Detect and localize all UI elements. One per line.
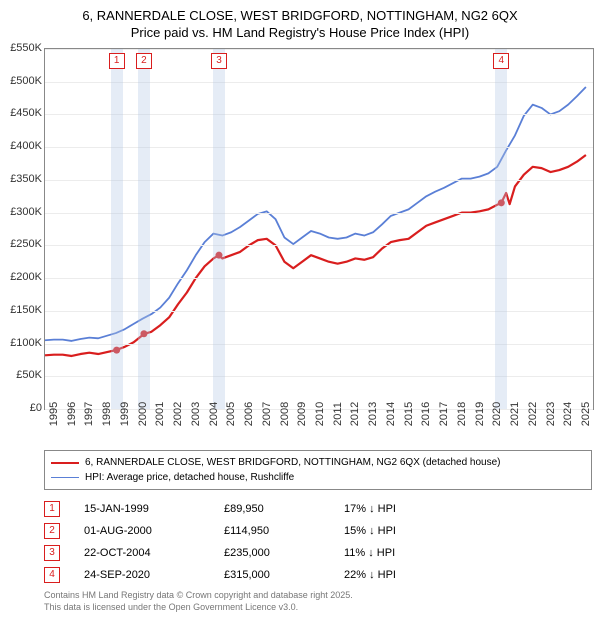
legend-label-hpi: HPI: Average price, detached house, Rush… [85, 470, 294, 485]
transaction-price: £89,950 [224, 503, 344, 515]
x-axis-label: 2022 [527, 402, 539, 426]
x-axis-label: 1997 [83, 402, 95, 426]
x-axis-label: 2012 [349, 402, 361, 426]
transaction-price: £315,000 [224, 569, 344, 581]
x-axis-label: 2011 [332, 402, 344, 426]
transaction-row-1: 1 15-JAN-1999£89,95017% ↓ HPI [44, 498, 592, 520]
x-axis-label: 2020 [491, 402, 503, 426]
footer-attribution: Contains HM Land Registry data © Crown c… [44, 590, 592, 613]
x-axis-label: 2005 [225, 402, 237, 426]
chart-marker-1: 1 [109, 53, 125, 69]
y-axis-label: £50K [0, 369, 42, 381]
transaction-row-4: 4 24-SEP-2020£315,00022% ↓ HPI [44, 564, 592, 586]
x-axis-label: 2013 [367, 402, 379, 426]
x-axis-label: 2019 [474, 402, 486, 426]
y-axis-label: £350K [0, 173, 42, 185]
legend-row-2: HPI: Average price, detached house, Rush… [51, 470, 585, 485]
title-block: 6, RANNERDALE CLOSE, WEST BRIDGFORD, NOT… [0, 0, 600, 42]
y-axis-label: £150K [0, 304, 42, 316]
transaction-diff: 22% ↓ HPI [344, 569, 464, 581]
transaction-marker-icon: 3 [44, 545, 60, 561]
title-subtitle: Price paid vs. HM Land Registry's House … [0, 25, 600, 42]
x-axis-label: 2010 [314, 402, 326, 426]
title-address: 6, RANNERDALE CLOSE, WEST BRIDGFORD, NOT… [0, 8, 600, 25]
y-axis-label: £100K [0, 337, 42, 349]
x-axis-label: 2007 [261, 402, 273, 426]
x-axis-label: 2021 [509, 402, 521, 426]
x-axis-label: 2015 [403, 402, 415, 426]
transaction-marker-icon: 2 [44, 523, 60, 539]
transactions-table: 1 15-JAN-1999£89,95017% ↓ HPI 2 01-AUG-2000… [44, 498, 592, 586]
y-axis-label: £500K [0, 75, 42, 87]
y-axis-label: £550K [0, 42, 42, 54]
x-axis-label: 2016 [420, 402, 432, 426]
chart-marker-4: 4 [493, 53, 509, 69]
transaction-diff: 17% ↓ HPI [344, 503, 464, 515]
legend-label-price-paid: 6, RANNERDALE CLOSE, WEST BRIDGFORD, NOT… [85, 455, 500, 470]
transaction-date: 01-AUG-2000 [84, 525, 224, 537]
x-axis-label: 2004 [208, 402, 220, 426]
transaction-date: 24-SEP-2020 [84, 569, 224, 581]
x-axis-label: 1996 [66, 402, 78, 426]
legend-swatch-hpi [51, 477, 79, 478]
y-axis-label: £450K [0, 107, 42, 119]
transaction-diff: 15% ↓ HPI [344, 525, 464, 537]
transaction-date: 15-JAN-1999 [84, 503, 224, 515]
x-axis-label: 2002 [172, 402, 184, 426]
legend-row-1: 6, RANNERDALE CLOSE, WEST BRIDGFORD, NOT… [51, 455, 585, 470]
x-axis-label: 2025 [580, 402, 592, 426]
y-axis-label: £200K [0, 271, 42, 283]
transaction-row-2: 2 01-AUG-2000£114,95015% ↓ HPI [44, 520, 592, 542]
x-axis-label: 2000 [137, 402, 149, 426]
chart-container: 6, RANNERDALE CLOSE, WEST BRIDGFORD, NOT… [0, 0, 600, 620]
transaction-marker-icon: 1 [44, 501, 60, 517]
x-axis-label: 2014 [385, 402, 397, 426]
x-axis-label: 2018 [456, 402, 468, 426]
chart-marker-2: 2 [136, 53, 152, 69]
x-axis-label: 2006 [243, 402, 255, 426]
x-axis-label: 1999 [119, 402, 131, 426]
x-axis-label: 2001 [154, 402, 166, 426]
transaction-price: £235,000 [224, 547, 344, 559]
x-axis-label: 2009 [296, 402, 308, 426]
x-axis-label: 1998 [101, 402, 113, 426]
transaction-row-3: 3 22-OCT-2004£235,00011% ↓ HPI [44, 542, 592, 564]
y-axis-label: £250K [0, 238, 42, 250]
transaction-diff: 11% ↓ HPI [344, 547, 464, 559]
y-axis-label: £300K [0, 206, 42, 218]
x-axis-label: 2008 [279, 402, 291, 426]
x-axis-label: 2023 [545, 402, 557, 426]
legend-box: 6, RANNERDALE CLOSE, WEST BRIDGFORD, NOT… [44, 450, 592, 490]
chart-plot-area: 12 3 4 [44, 48, 594, 410]
footer-line1: Contains HM Land Registry data © Crown c… [44, 590, 592, 602]
x-axis-label: 2003 [190, 402, 202, 426]
footer-line2: This data is licensed under the Open Gov… [44, 602, 592, 614]
y-axis-label: £0 [0, 402, 42, 414]
chart-marker-3: 3 [211, 53, 227, 69]
chart-svg [45, 49, 593, 409]
legend-swatch-price-paid [51, 462, 79, 464]
transaction-date: 22-OCT-2004 [84, 547, 224, 559]
transaction-price: £114,950 [224, 525, 344, 537]
transaction-marker-icon: 4 [44, 567, 60, 583]
x-axis-label: 2017 [438, 402, 450, 426]
x-axis-label: 2024 [562, 402, 574, 426]
x-axis-label: 1995 [48, 402, 60, 426]
y-axis-label: £400K [0, 140, 42, 152]
